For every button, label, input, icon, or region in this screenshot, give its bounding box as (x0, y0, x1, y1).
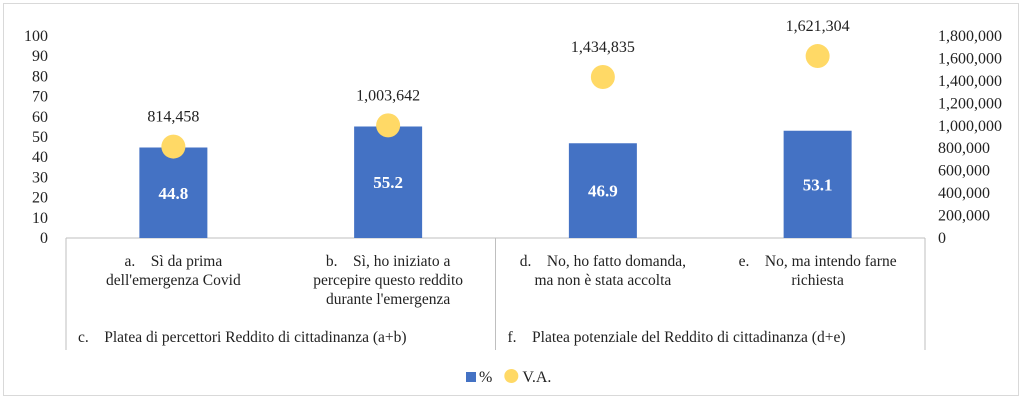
category-label: a. Sì da prima (125, 253, 223, 270)
bar-value-label: 55.2 (373, 173, 403, 192)
category-label: durante l'emergenza (326, 291, 450, 308)
right-axis-tick-label: 800,000 (938, 140, 990, 157)
bar (568, 143, 637, 238)
left-axis-tick-label: 10 (32, 210, 48, 227)
bar-value-label: 44.8 (159, 184, 189, 203)
legend-swatch-bar (466, 372, 476, 382)
bar-value-label: 46.9 (588, 182, 618, 201)
category-label: richiesta (791, 272, 844, 289)
data-point-label: 814,458 (147, 109, 199, 126)
right-axis-tick-label: 1,000,000 (938, 118, 1002, 135)
data-point (805, 44, 830, 69)
left-axis-tick-label: 70 (32, 89, 48, 106)
data-point (376, 113, 401, 138)
left-axis-tick-label: 90 (32, 48, 48, 65)
right-axis-tick-label: 1,800,000 (938, 28, 1002, 45)
left-axis-tick-label: 0 (40, 230, 48, 247)
category-label: ma non è stata accolta (534, 272, 671, 289)
left-axis-tick-label: 20 (32, 190, 48, 207)
right-axis-tick-label: 200,000 (938, 208, 990, 225)
category-label: e. No, ma intendo farne (739, 253, 897, 270)
right-axis-tick-label: 0 (938, 230, 946, 247)
bar (354, 126, 423, 238)
bar (783, 130, 852, 238)
right-axis-tick-label: 1,200,000 (938, 95, 1002, 112)
right-axis-tick-label: 1,400,000 (938, 73, 1002, 90)
data-point (161, 134, 186, 159)
right-axis-tick-label: 1,600,000 (938, 50, 1002, 67)
data-point-label: 1,003,642 (356, 87, 420, 104)
group-label: f. Platea potenziale del Reddito di citt… (508, 329, 846, 346)
left-axis-tick-label: 30 (32, 169, 48, 186)
left-axis-tick-label: 100 (24, 28, 48, 45)
left-axis-tick-label: 50 (32, 129, 48, 146)
category-label: b. Sì, ho iniziato a (326, 253, 451, 270)
left-axis-tick-label: 80 (32, 68, 48, 85)
bar-value-label: 53.1 (803, 175, 833, 194)
legend-swatch-point (504, 369, 519, 383)
data-point (590, 64, 615, 89)
legend-label: V.A. (522, 369, 551, 386)
category-label: d. No, ho fatto domanda, (520, 253, 686, 270)
legend-label: % (479, 369, 492, 386)
bar (139, 147, 208, 238)
right-axis-tick-label: 600,000 (938, 163, 990, 180)
data-point-label: 1,621,304 (786, 18, 850, 35)
group-label: c. Platea di percettori Reddito di citta… (78, 329, 407, 346)
left-axis-tick-label: 40 (32, 149, 48, 166)
category-label: percepire questo reddito (313, 272, 463, 289)
left-axis-tick-label: 60 (32, 109, 48, 126)
category-label: dell'emergenza Covid (106, 272, 241, 289)
data-point-label: 1,434,835 (571, 39, 635, 56)
right-axis-tick-label: 400,000 (938, 185, 990, 202)
